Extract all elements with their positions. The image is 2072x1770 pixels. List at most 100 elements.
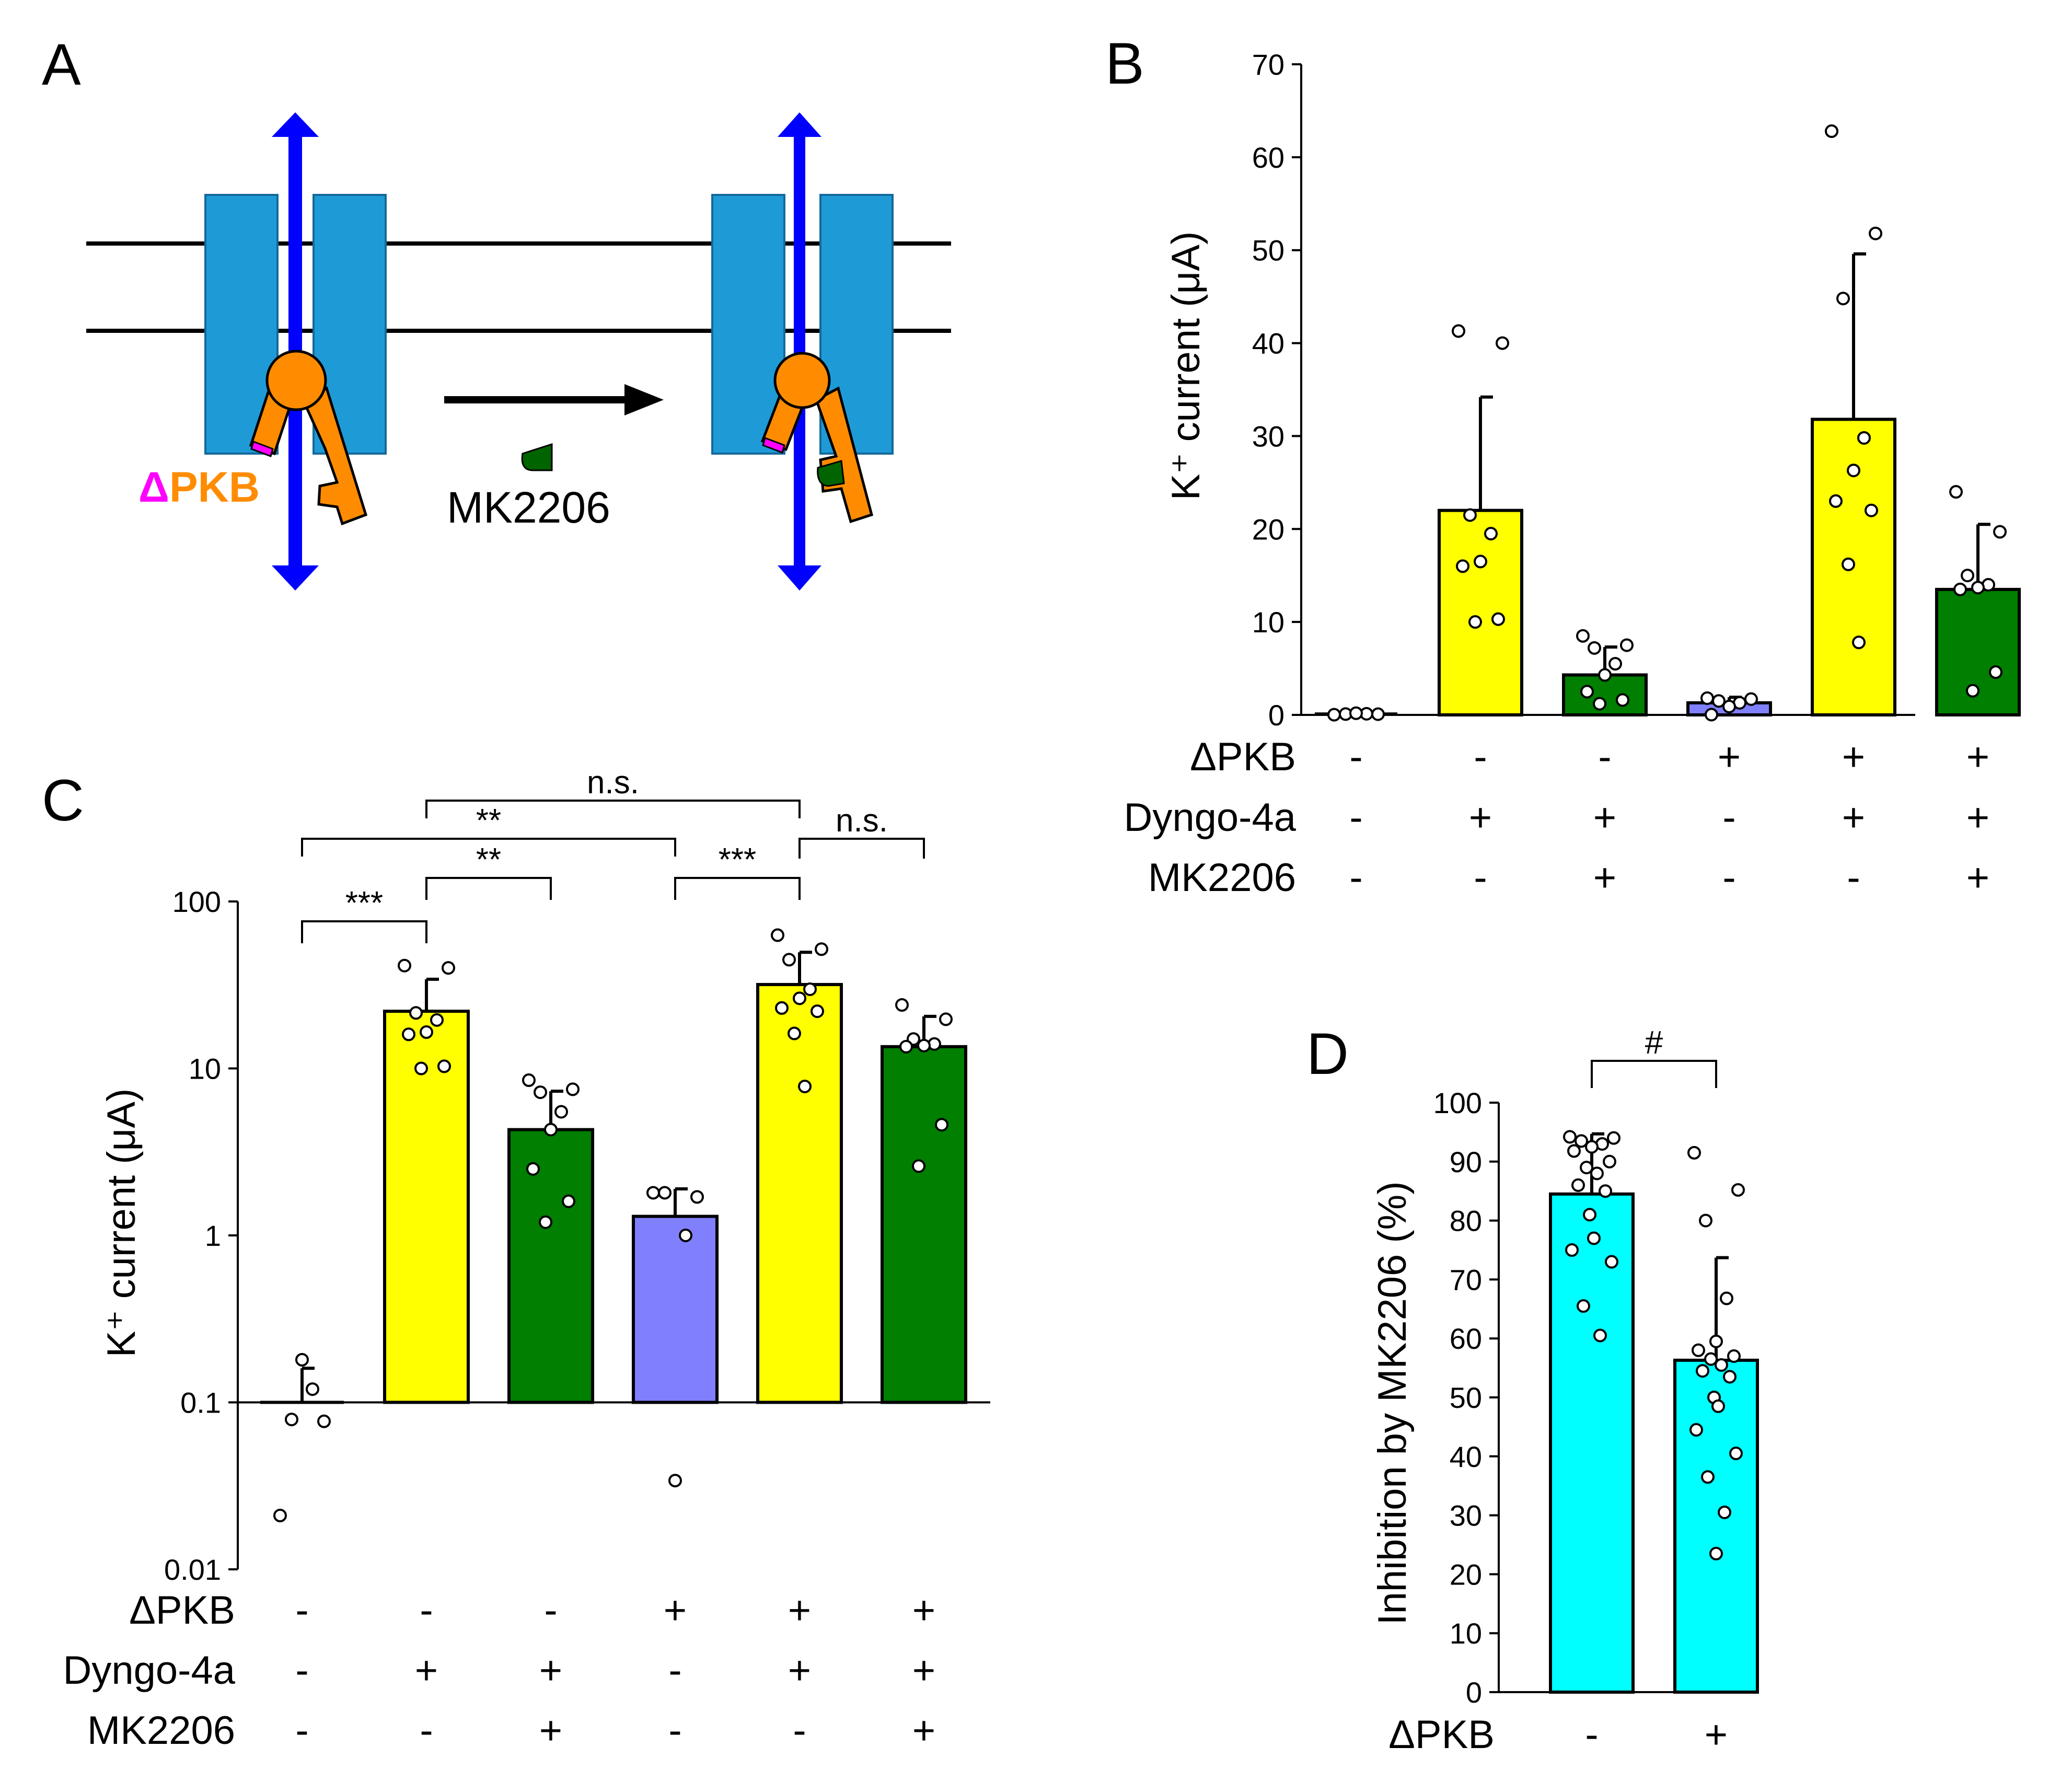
data-point	[793, 991, 806, 1005]
data-point	[788, 1026, 801, 1040]
data-point	[437, 1059, 451, 1073]
bar	[881, 1045, 967, 1404]
data-point	[1590, 1166, 1604, 1181]
condition-sign: -	[1349, 855, 1362, 900]
y-tick-label: 10	[1450, 1617, 1482, 1650]
condition-sign: +	[1705, 1713, 1728, 1757]
data-point	[1620, 638, 1634, 652]
data-point	[1593, 1328, 1607, 1343]
pkb-tag	[762, 437, 785, 454]
bar	[1935, 587, 2021, 716]
y-tick-label: 30	[1252, 420, 1284, 453]
y-tick-label: 80	[1450, 1205, 1482, 1237]
y-tick-label: 0.1	[180, 1386, 221, 1419]
y-tick-label: 20	[1252, 513, 1284, 546]
transition-arrowhead-icon	[624, 384, 664, 415]
data-point	[668, 1474, 682, 1488]
condition-table: ΔPKB - +	[1388, 1713, 1728, 1757]
data-point	[1371, 707, 1385, 721]
data-point	[544, 1123, 558, 1137]
data-point	[1718, 1505, 1731, 1519]
data-point	[771, 928, 784, 942]
data-point	[803, 982, 817, 996]
data-point	[1496, 336, 1509, 350]
panel-letter-c: C	[42, 768, 84, 833]
data-point	[1593, 697, 1606, 711]
channel-before: ΔPKB	[138, 112, 387, 591]
condition-sign: -	[420, 1588, 433, 1633]
data-point	[1699, 1213, 1712, 1228]
condition-sign: +	[1593, 855, 1616, 900]
pkb-domain	[249, 350, 368, 526]
data-point	[935, 1118, 948, 1132]
data-point	[1576, 629, 1590, 643]
condition-row-label: Dyngo-4a	[63, 1648, 235, 1693]
data-point	[1961, 569, 1974, 583]
y-tick-label: 70	[1252, 48, 1284, 81]
condition-sign: -	[1585, 1713, 1598, 1757]
data-point	[1836, 292, 1850, 306]
data-point	[912, 1159, 925, 1173]
channel-subunit-left	[711, 194, 785, 455]
arrowhead-up-icon	[778, 112, 821, 137]
data-point	[1585, 1140, 1599, 1154]
condition-sign: +	[1842, 795, 1865, 840]
data-point	[1349, 706, 1363, 720]
data-point	[1474, 554, 1487, 569]
significance-bracket	[1591, 1060, 1717, 1088]
panel-b: B K⁺ current (μA) 0 10 20 30 40 50 60 70 ΔPKB - -…	[1105, 31, 2021, 900]
data-point	[1587, 1231, 1601, 1245]
condition-row-label: Dyngo-4a	[1124, 795, 1296, 840]
bound-mk2206-icon	[817, 460, 845, 487]
significance-label: **	[476, 803, 501, 839]
significance-brackets: ***** ***n.s.**n.s.	[301, 765, 925, 943]
data-point	[939, 1012, 953, 1026]
y-tick-label: 60	[1450, 1322, 1482, 1355]
condition-sign: -	[295, 1588, 308, 1633]
data-point	[526, 1162, 540, 1176]
data-point	[1575, 1134, 1588, 1148]
data-point	[285, 1413, 298, 1427]
data-point	[1723, 1370, 1737, 1384]
data-point	[775, 1001, 789, 1015]
bars	[1315, 418, 2021, 717]
y-axis-label: K⁺ current (μA)	[1164, 232, 1208, 501]
data-point	[273, 1509, 287, 1523]
pkb-arm-right	[814, 386, 874, 524]
data-point	[690, 1190, 704, 1204]
arrowhead-down-icon	[778, 565, 821, 591]
significance-label: #	[1645, 1025, 1663, 1061]
data-point	[1731, 1183, 1745, 1197]
data-point	[815, 942, 828, 956]
y-tick-label: 10	[1252, 606, 1284, 639]
data-point	[1605, 1255, 1618, 1269]
bar	[1549, 1192, 1635, 1694]
condition-sign: -	[793, 1708, 806, 1753]
data-point	[414, 1061, 428, 1075]
condition-sign: +	[788, 1588, 811, 1633]
data-point	[534, 1085, 547, 1100]
data-point	[1744, 692, 1758, 706]
significance-brackets: #	[1591, 1025, 1717, 1088]
pkb-hinge	[265, 350, 327, 411]
data-point	[1971, 581, 1985, 595]
data-point	[1696, 1364, 1709, 1378]
data-point	[782, 953, 796, 967]
condition-sign: -	[668, 1708, 681, 1753]
condition-sign: -	[544, 1588, 557, 1633]
arrowhead-down-icon	[272, 565, 319, 591]
condition-sign: +	[1966, 795, 1989, 840]
pkb-arm-right	[301, 386, 368, 526]
data-point	[1700, 691, 1714, 705]
bar	[1438, 508, 1523, 716]
condition-sign: -	[1722, 795, 1735, 840]
condition-sign: -	[668, 1648, 681, 1693]
data-point	[1565, 1243, 1579, 1257]
bar	[383, 1010, 470, 1404]
data-point	[1727, 1349, 1741, 1363]
panel-d: D Inhibition by MK2206 (%) 0 10 20 30 40 50 60…	[1306, 1021, 1759, 1757]
data-point	[811, 1004, 824, 1019]
y-tick-label: 20	[1450, 1558, 1482, 1591]
